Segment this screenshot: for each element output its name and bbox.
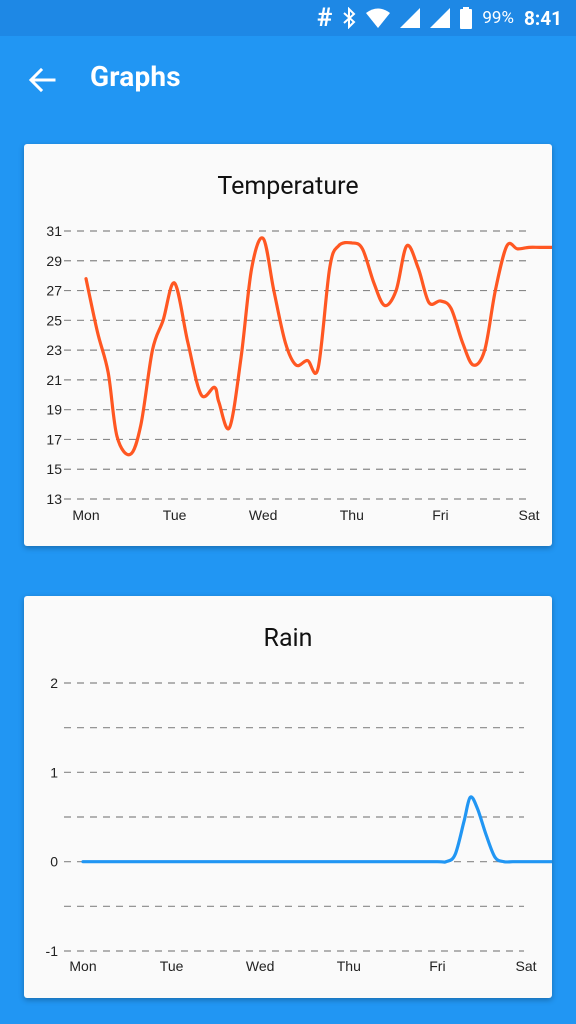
series-line: [81, 795, 552, 864]
temperature-card: Temperature 13 15 17 19 21 23 25 27 29 31 Mon Tue We…: [24, 144, 552, 546]
hash-icon: #: [316, 3, 333, 33]
x-tick-label: Sat: [515, 958, 536, 974]
arrow-left-icon: [28, 67, 56, 93]
x-tick-label: Mon: [69, 958, 96, 974]
temperature-chart: 13 15 17 19 21 23 25 27 29 31 Mon Tue Wed Thu Fri Sat: [46, 223, 552, 523]
x-tick-label: Fri: [432, 507, 448, 523]
y-tick-label: 29: [46, 253, 62, 269]
status-bar: # 99% 8:41: [0, 0, 576, 36]
clock: 8:41: [523, 6, 562, 30]
rain-chart-title: Rain: [263, 624, 313, 653]
x-tick-label: Sat: [518, 507, 539, 523]
y-tick-label: 13: [46, 491, 62, 507]
y-tick-label: 21: [46, 372, 62, 388]
x-tick-label: Tue: [160, 958, 184, 974]
y-tick-label: 27: [46, 283, 62, 299]
rain-card: Rain -1 0 1 2 Mon Tue Wed Thu Fri Sat: [24, 596, 552, 998]
signal-icon: [400, 8, 421, 28]
bluetooth-icon: [342, 7, 356, 29]
y-tick-label: 25: [46, 312, 62, 328]
status-bar-right: # 99% 8:41: [317, 0, 562, 36]
series-line: [84, 236, 552, 457]
y-tick-label: 19: [46, 402, 62, 418]
y-tick-label: 31: [46, 223, 62, 239]
back-button[interactable]: [24, 62, 60, 98]
x-tick-label: Wed: [246, 958, 275, 974]
y-tick-label: 17: [46, 431, 62, 447]
temperature-chart-title: Temperature: [217, 172, 359, 201]
wifi-icon: [366, 8, 391, 28]
y-tick-label: 2: [50, 675, 58, 691]
rain-chart: -1 0 1 2 Mon Tue Wed Thu Fri Sat: [46, 675, 552, 974]
x-tick-label: Tue: [163, 507, 187, 523]
x-tick-label: Wed: [249, 507, 278, 523]
app-bar: Graphs: [0, 36, 576, 124]
y-tick-label: -1: [46, 943, 59, 959]
battery-percent: 99%: [482, 8, 514, 28]
y-tick-label: 0: [50, 854, 58, 870]
y-tick-label: 1: [50, 764, 58, 780]
page-title: Graphs: [90, 60, 181, 93]
x-tick-label: Mon: [72, 507, 99, 523]
x-tick-label: Thu: [337, 958, 361, 974]
x-tick-label: Fri: [429, 958, 445, 974]
y-tick-label: 23: [46, 342, 62, 358]
x-tick-label: Thu: [340, 507, 364, 523]
signal-icon: [430, 8, 451, 28]
y-tick-label: 15: [46, 461, 62, 477]
battery-icon: [460, 7, 473, 29]
